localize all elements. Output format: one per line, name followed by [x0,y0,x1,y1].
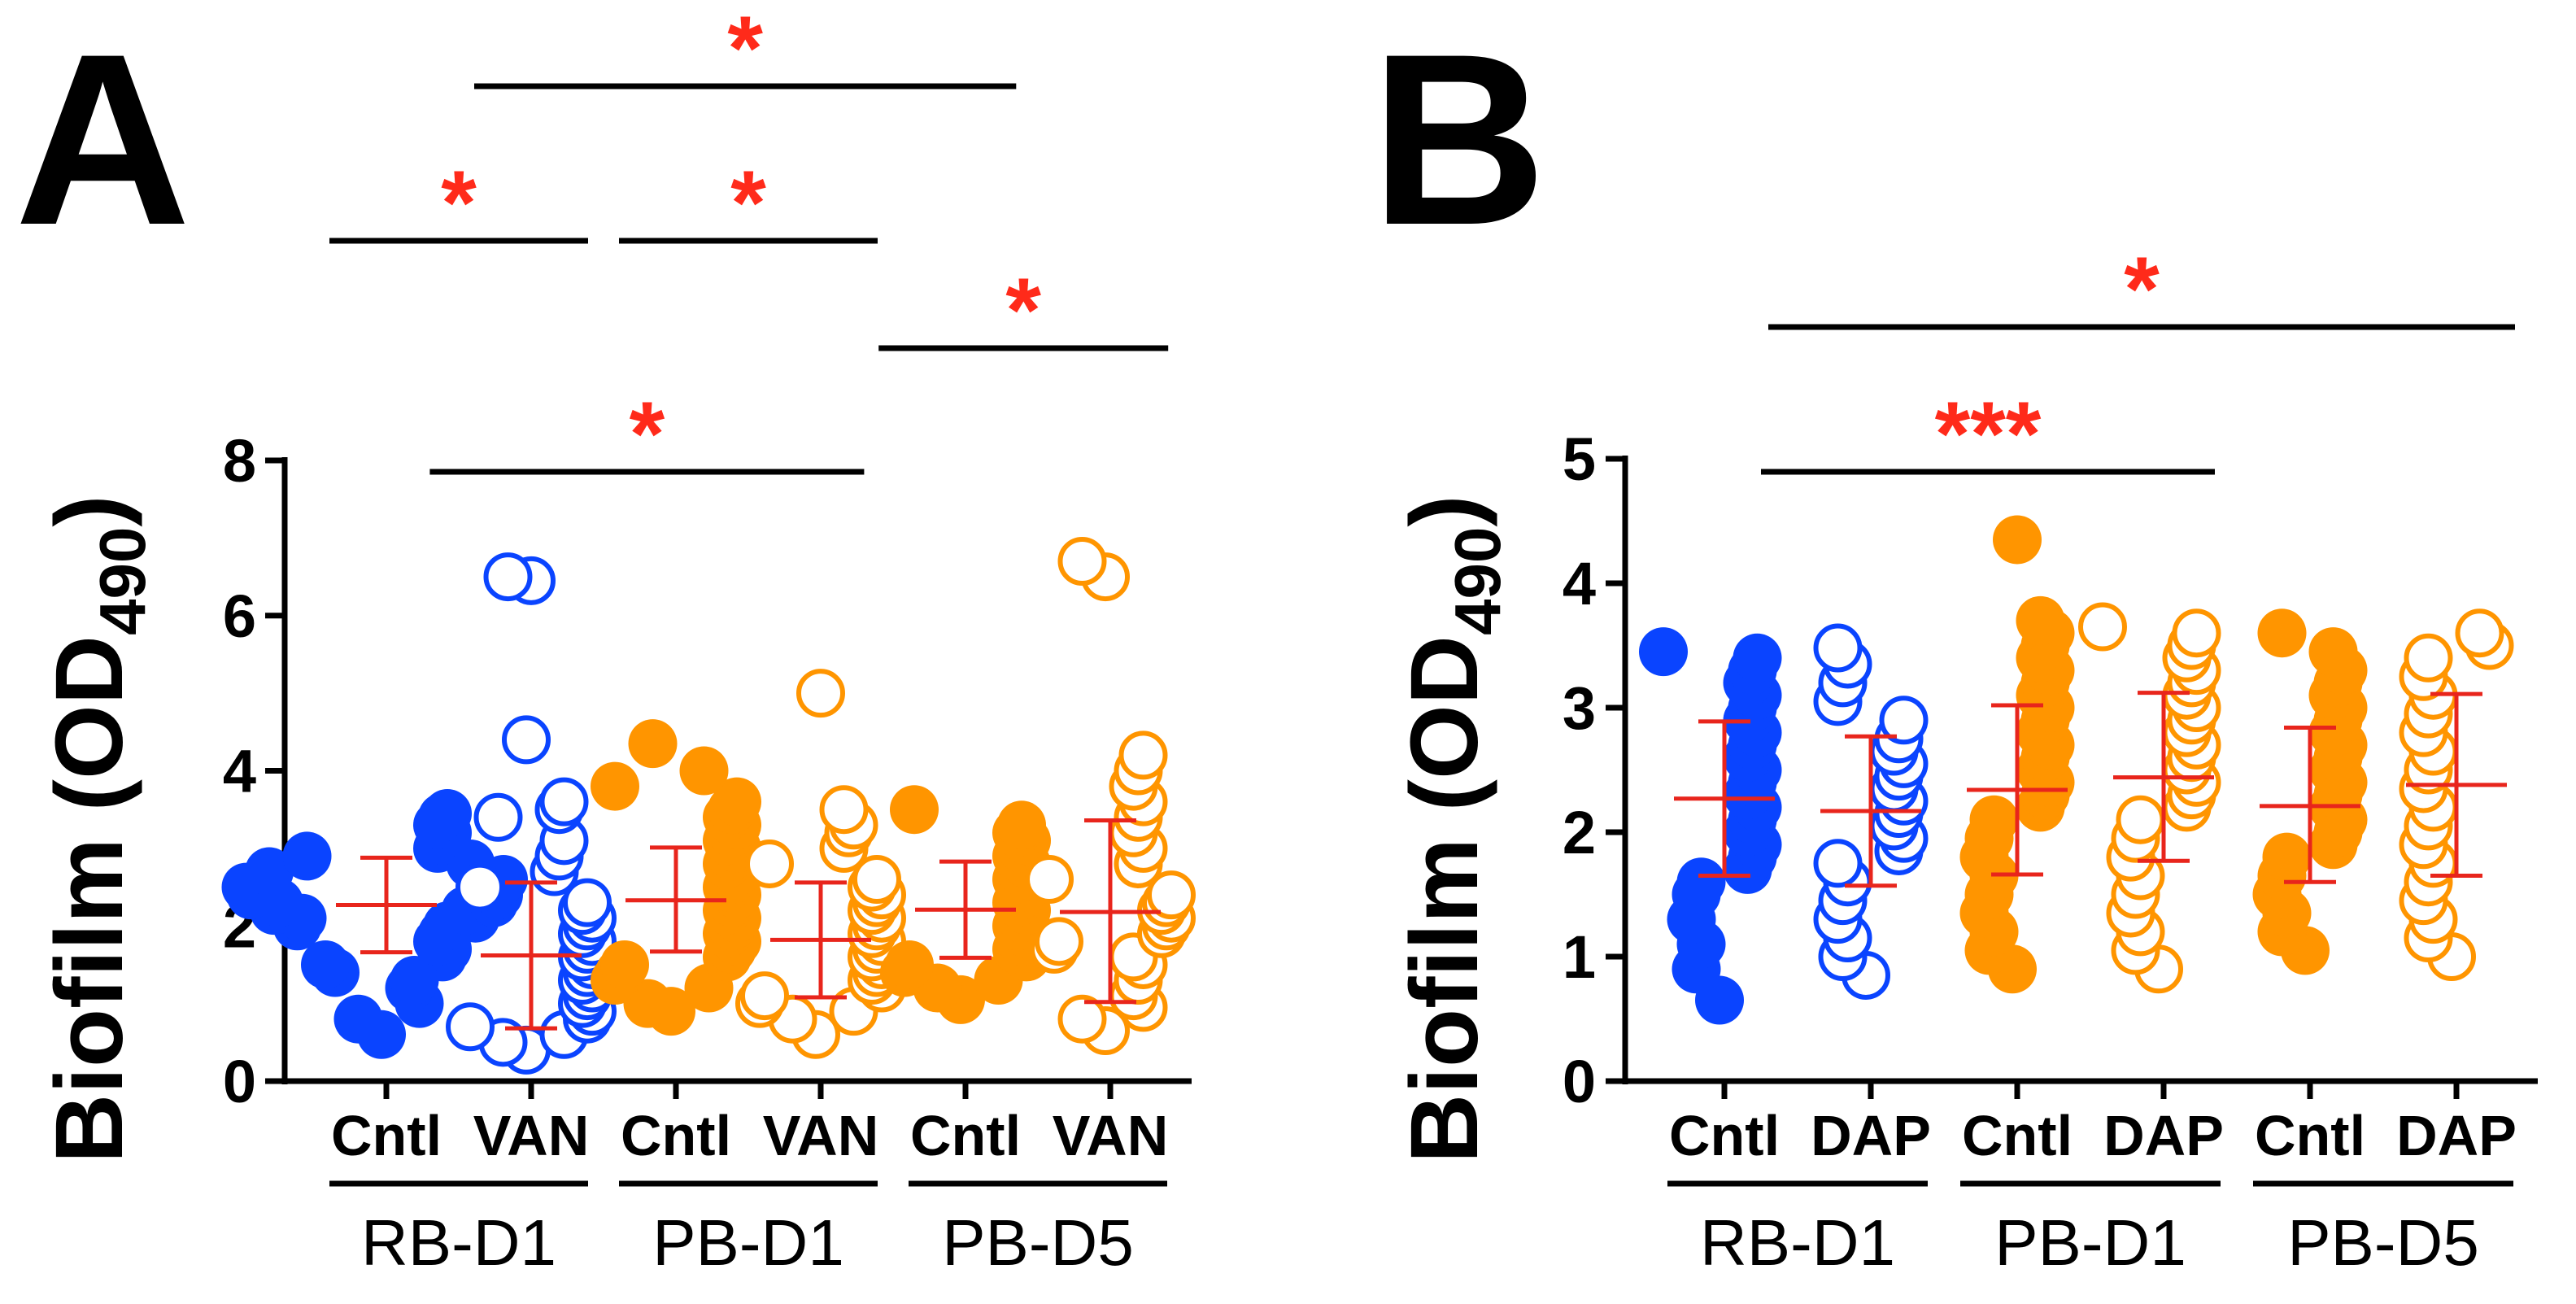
data-point-a-4-23 [890,785,939,835]
data-point-a-5-25 [1057,536,1107,586]
significance-star-a-1: * [730,152,766,254]
y-axis-label-a: Biofilm (OD490) [36,495,159,1163]
data-point-b-1-17 [1879,696,1929,745]
significance-star-a-3: * [1005,259,1041,361]
y-tick-label-a-3: 6 [223,582,256,650]
data-point-a-5-1 [1057,994,1107,1044]
data-point-a-2-29 [628,719,678,769]
data-point-a-3-19 [852,855,901,905]
data-point-b-2-24 [2016,595,2065,645]
data-point-a-1-24 [473,792,523,842]
category-label-a-3: VAN [763,1104,879,1167]
data-point-a-2-28 [679,746,729,796]
data-point-b-0-23 [1733,633,1782,683]
category-label-a-1: VAN [473,1104,590,1167]
data-point-a-5-23 [1118,731,1168,780]
data-point-a-0-1 [333,994,383,1044]
data-point-b-1-21 [1813,623,1863,673]
data-point-b-4-21 [2308,627,2358,677]
significance-star-a-2: * [727,0,763,99]
data-point-b-2-8 [1969,795,2019,844]
category-label-b-5: DAP [2396,1104,2517,1167]
data-point-b-2-25 [1993,515,2042,565]
data-point-b-5-18 [2455,608,2504,658]
y-tick-label-a-2: 4 [223,738,256,805]
data-point-b-3-23 [2172,608,2221,658]
significance-star-a-4: * [630,383,665,485]
data-point-a-2-26 [713,777,761,826]
data-point-a-4-4 [885,940,934,989]
y-tick-label-b-2: 2 [1563,799,1596,866]
data-point-a-1-20 [455,862,504,912]
y-tick-label-a-4: 8 [223,427,256,495]
y-tick-label-b-1: 1 [1563,923,1596,991]
data-point-a-3-20 [745,839,794,888]
data-point-a-5-14 [1147,870,1196,920]
group-label-a-0: RB-D1 [361,1206,556,1279]
category-label-a-4: Cntl [910,1104,1021,1167]
category-label-b-0: Cntl [1669,1104,1780,1167]
y-axis-label-a-close: ) [36,495,143,526]
y-tick-label-b-0: 0 [1563,1048,1596,1115]
data-point-a-1-27 [502,715,551,765]
data-point-a-3-24 [819,785,869,835]
data-point-a-4-22 [997,800,1046,850]
data-point-a-1-29 [483,552,533,602]
y-axis-label-a-main: Biofilm (OD [36,635,143,1163]
data-point-b-0-5 [1676,857,1726,907]
panel-letter-b: B [1371,2,1547,276]
group-label-a-1: PB-D1 [652,1206,844,1279]
panel-letter-a: A [15,2,191,276]
data-point-b-3-8 [2116,795,2165,844]
significance-star-b-1: * [2124,238,2160,340]
data-point-a-1-19 [563,878,612,927]
y-tick-label-b-3: 3 [1563,674,1596,742]
group-label-b-0: RB-D1 [1700,1206,1895,1279]
category-label-b-4: Cntl [2255,1104,2365,1167]
data-point-a-2-5 [600,940,649,989]
category-label-a-5: VAN [1053,1104,1169,1167]
y-tick-label-b-5: 5 [1563,425,1596,493]
data-point-a-3-4 [740,971,789,1021]
data-point-a-0-26 [282,831,332,881]
data-point-a-0-24 [245,847,294,896]
data-point-b-1-6 [1813,839,1863,888]
significance-star-b-0: *** [1935,383,2042,485]
data-point-a-1-26 [539,777,589,826]
y-axis-label-b-subscript: 490 [1441,527,1514,635]
group-label-b-1: PB-D1 [1994,1206,2186,1279]
y-tick-label-b-4: 4 [1563,550,1596,617]
data-point-b-3-24 [2078,602,2127,652]
significance-star-a-0: * [441,152,477,254]
category-label-a-0: Cntl [331,1104,442,1167]
category-label-b-1: DAP [1811,1104,1931,1167]
data-point-a-0-6 [301,940,350,989]
y-axis-label-b-main: Biofilm (OD [1391,635,1498,1163]
y-axis-label-b-close: ) [1391,495,1498,526]
y-axis-label-a-subscript: 490 [86,527,159,635]
data-point-a-2-27 [591,761,639,811]
category-label-b-2: Cntl [1962,1104,2073,1167]
group-label-b-2: PB-D5 [2287,1206,2479,1279]
category-label-b-3: DAP [2103,1104,2224,1167]
category-label-a-2: Cntl [621,1104,731,1167]
data-point-b-0-24 [1639,627,1688,677]
data-point-a-3-25 [796,669,845,718]
data-point-a-5-15 [1025,855,1074,905]
y-tick-label-a-0: 0 [223,1048,256,1115]
data-point-a-5-8 [1035,917,1083,966]
group-label-a-2: PB-D5 [942,1206,1134,1279]
data-point-b-4-22 [2257,608,2307,658]
data-point-a-1-3 [446,1002,495,1052]
data-point-a-0-32 [423,788,472,838]
data-point-b-5-16 [2404,633,2453,683]
panel-b-plot: 0 1 2 3 4 5 Cntl DAP Cntl DAP Cntl DAP RB-D1 PB-D1 PB-… [1563,238,2538,1279]
data-point-b-4-5 [2262,832,2312,882]
y-axis-label-b: Biofilm (OD490) [1391,495,1514,1163]
